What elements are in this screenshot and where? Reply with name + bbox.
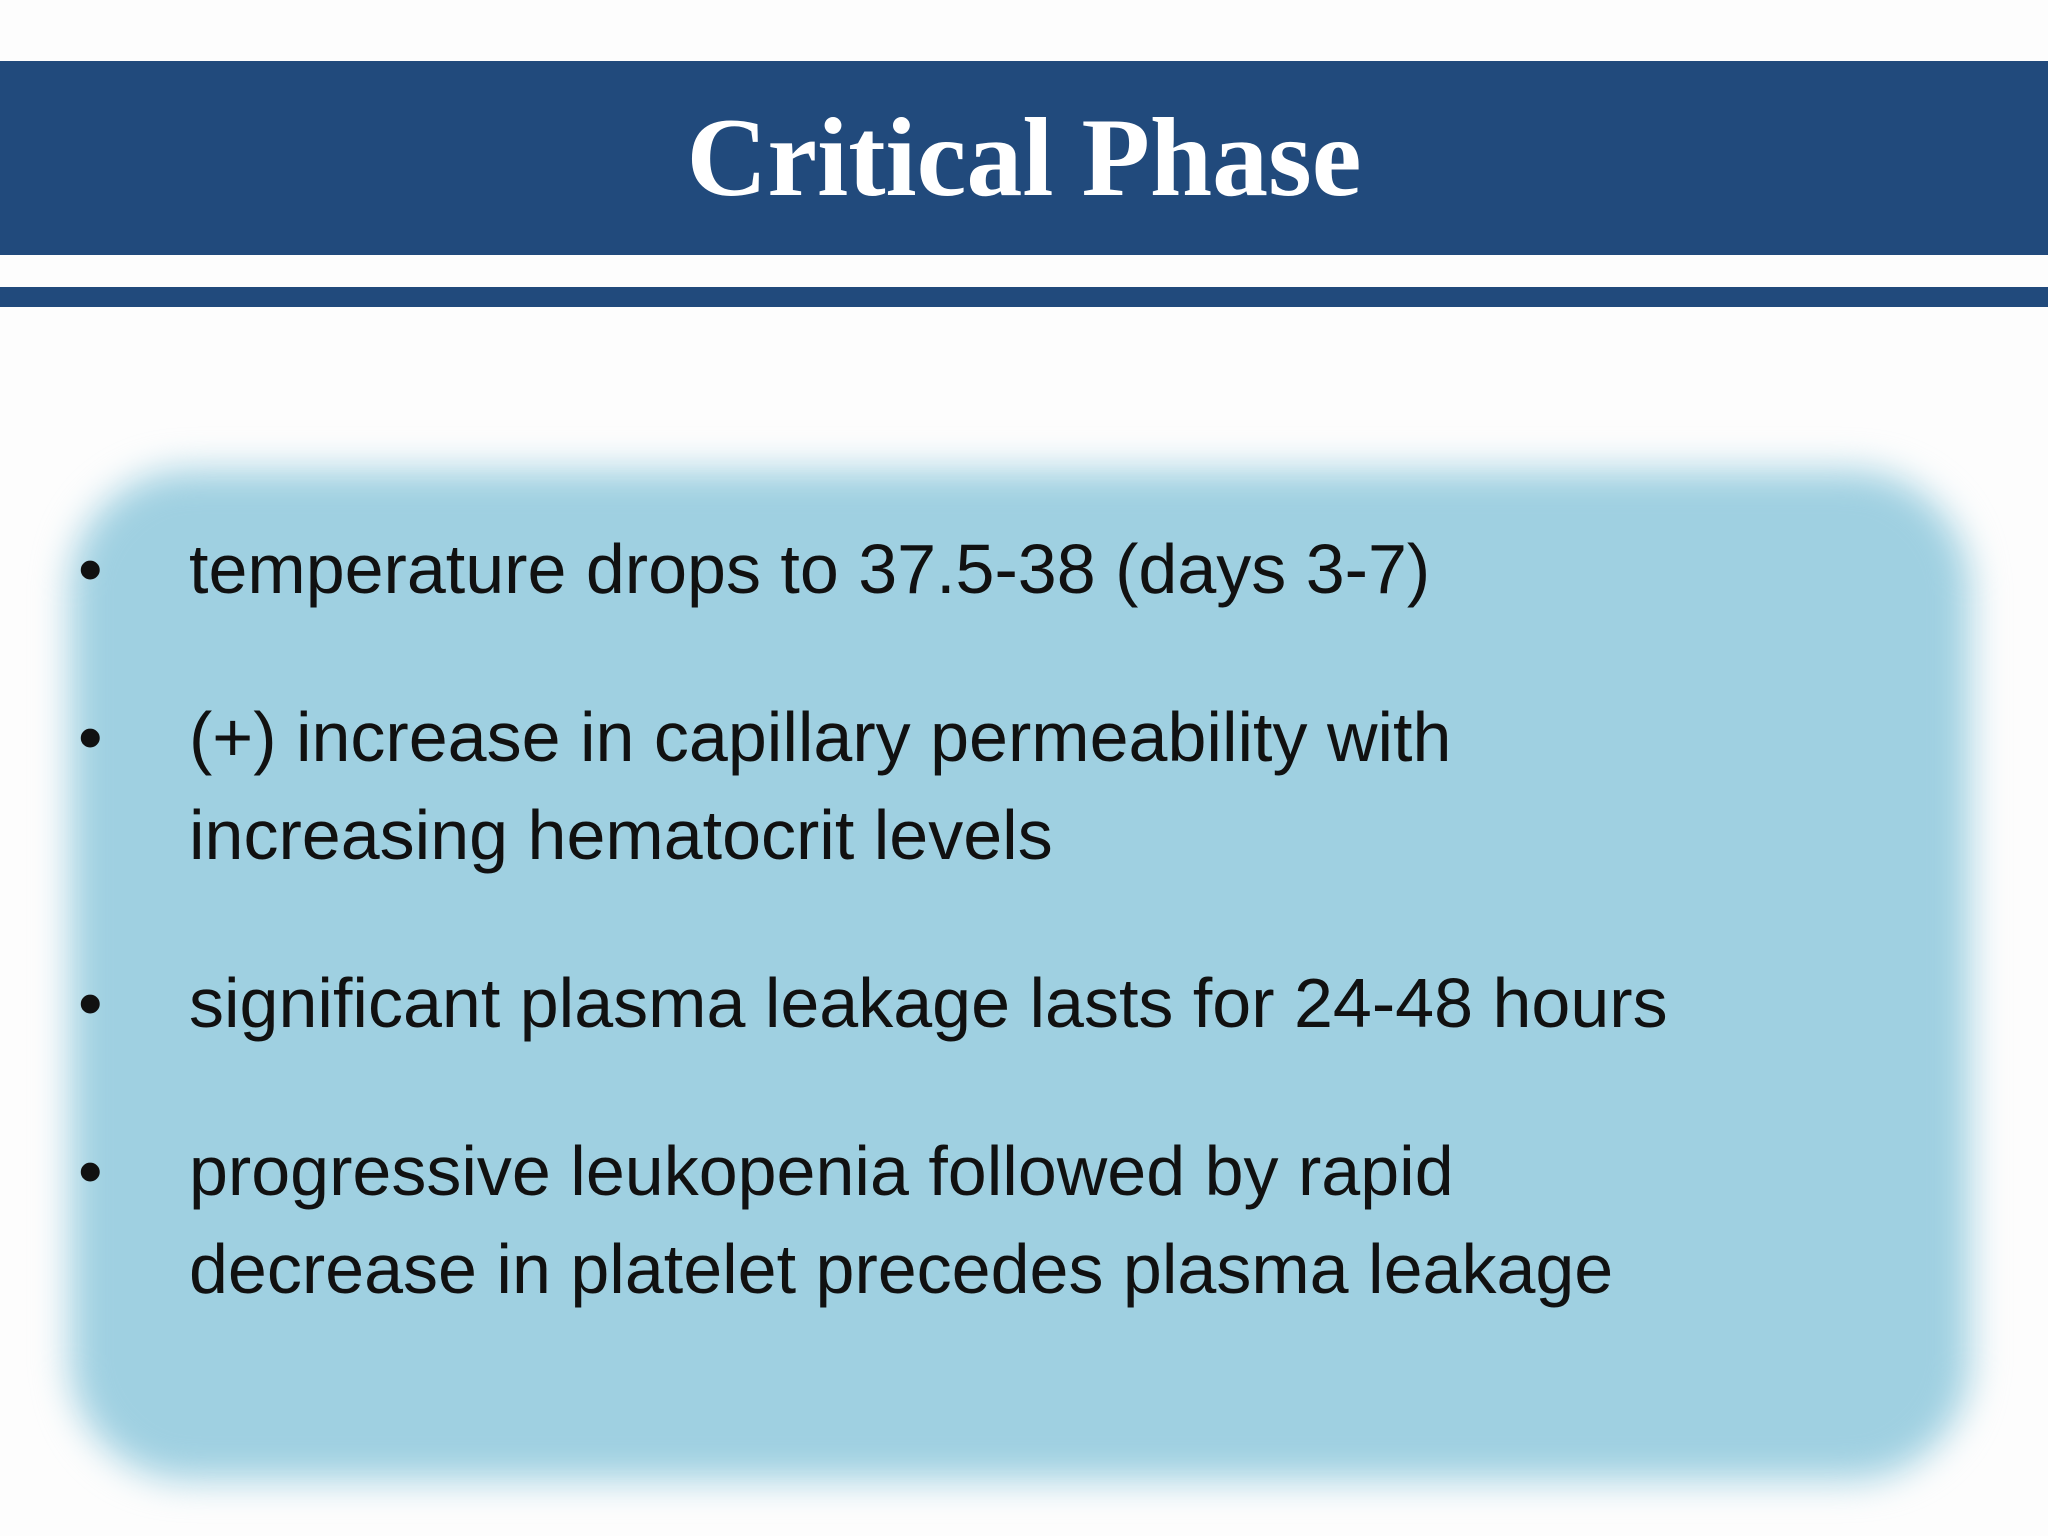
bullet-text: increasing hematocrit levels bbox=[189, 796, 1053, 874]
slide-title: Critical Phase bbox=[686, 95, 1362, 220]
bullet-text: temperature drops to 37.5-38 (days 3-7) bbox=[189, 530, 1431, 608]
title-bar: Critical Phase bbox=[0, 61, 2048, 255]
bullet-text: progressive leukopenia followed by rapid bbox=[189, 1132, 1454, 1210]
bullet-dot: • bbox=[78, 530, 103, 608]
content-box bbox=[70, 470, 1970, 1480]
bullet-item: • (+) increase in capillary permeability … bbox=[0, 688, 2048, 884]
bullet-item: • progressive leukopenia followed by rapi… bbox=[0, 1122, 2048, 1318]
bullet-text: decrease in platelet precedes plasma lea… bbox=[189, 1230, 1614, 1308]
bullet-dot: • bbox=[78, 964, 103, 1042]
bullet-dot: • bbox=[78, 698, 103, 776]
bullet-item: • temperature drops to 37.5-38 (days 3-7) bbox=[0, 520, 2048, 618]
bullet-item: • significant plasma leakage lasts for 24… bbox=[0, 954, 2048, 1052]
divider-bar bbox=[0, 287, 2048, 307]
bullet-list: • temperature drops to 37.5-38 (days 3-7)… bbox=[0, 520, 2048, 1388]
bullet-text: (+) increase in capillary permeability w… bbox=[189, 698, 1452, 776]
bullet-dot: • bbox=[78, 1132, 103, 1210]
bullet-text: significant plasma leakage lasts for 24-… bbox=[189, 964, 1668, 1042]
